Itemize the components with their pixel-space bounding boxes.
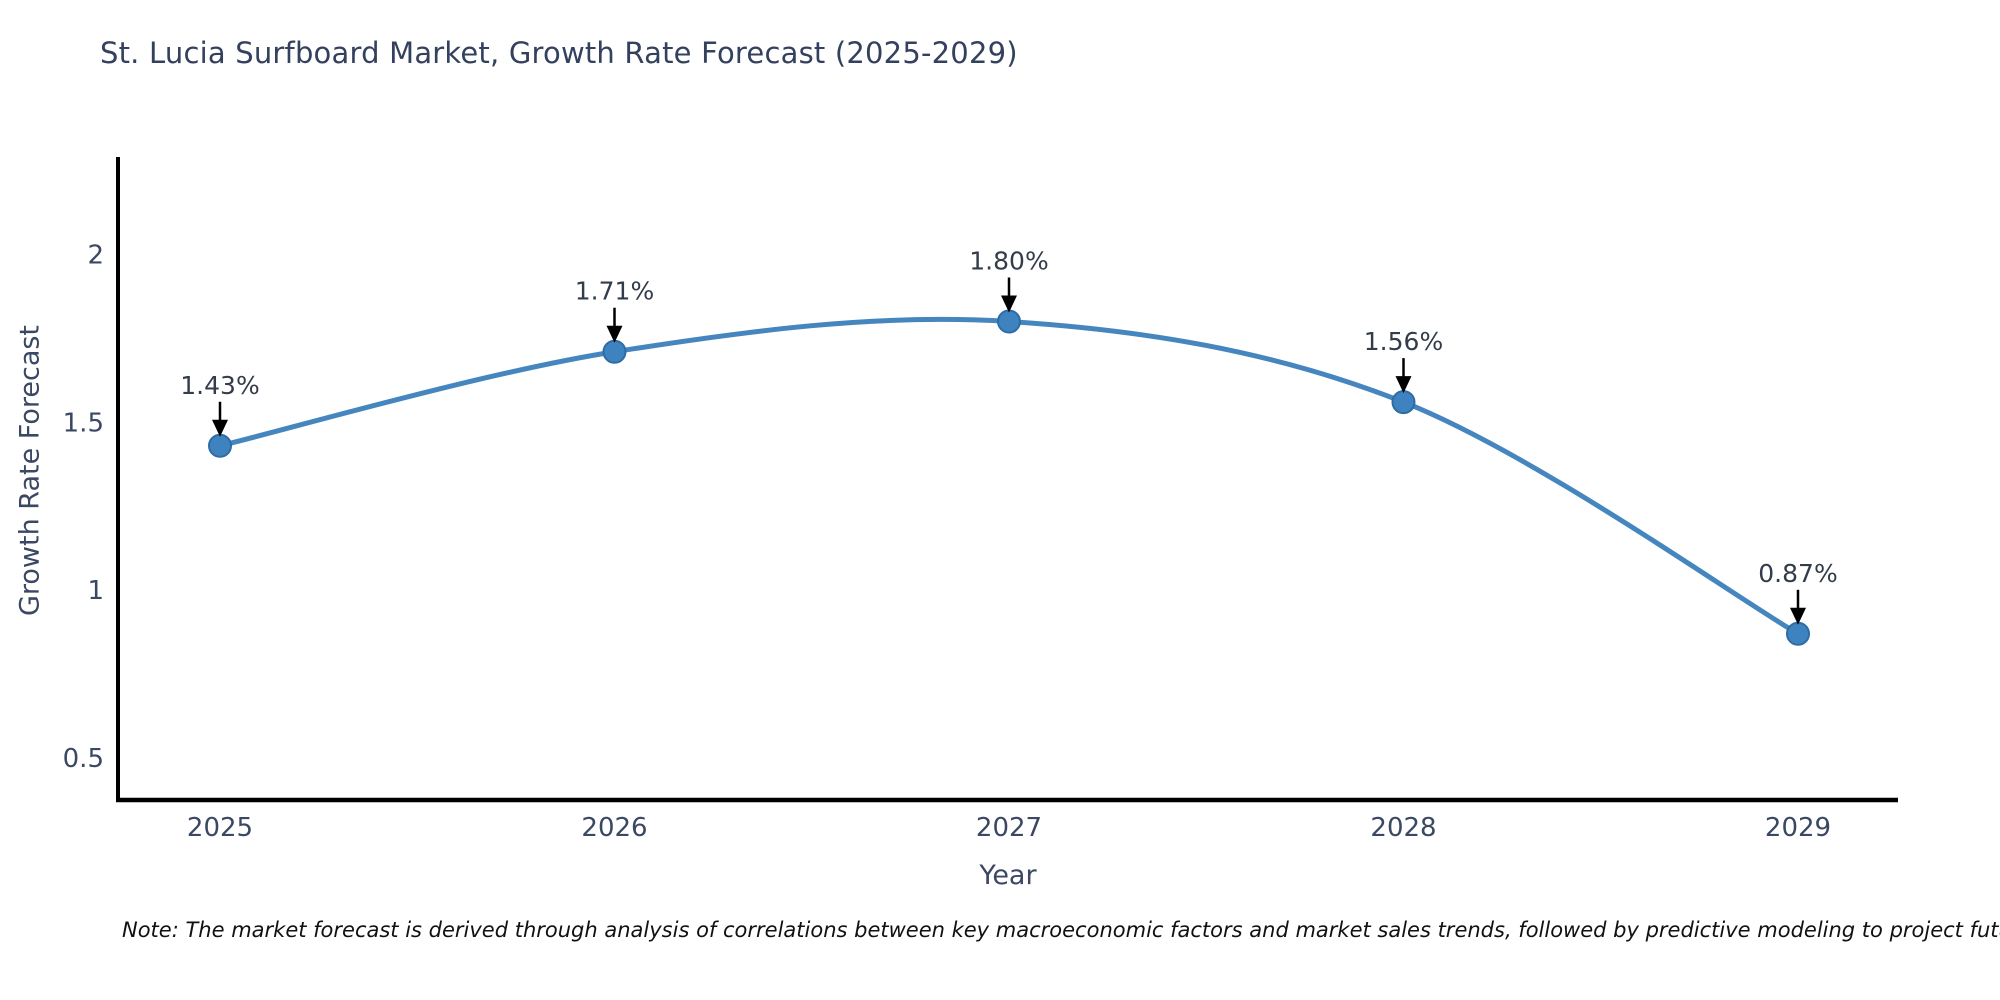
footnote: Note: The market forecast is derived thr… [122, 918, 2000, 942]
x-axis-title: Year [979, 860, 1037, 891]
annotation-arrow-head [1790, 607, 1806, 625]
x-tick-label: 2026 [581, 813, 647, 843]
data-point-label: 1.43% [180, 371, 259, 400]
chart-title: St. Lucia Surfboard Market, Growth Rate … [100, 36, 1018, 70]
y-tick-label: 2 [87, 240, 104, 270]
y-tick-label: 1.5 [63, 408, 104, 438]
annotation-arrow-head [606, 325, 623, 343]
data-point-marker [1786, 621, 1810, 646]
data-point-label: 1.80% [969, 247, 1048, 276]
annotation-arrow-head [1001, 295, 1017, 313]
x-tick-label: 2025 [187, 813, 253, 843]
x-tick-label: 2027 [976, 813, 1042, 843]
x-tick-label: 2028 [1370, 813, 1436, 843]
data-point-label: 0.87% [1758, 559, 1837, 588]
data-point-marker [208, 433, 232, 458]
data-point-marker [1391, 390, 1416, 415]
forecast-line [217, 316, 1801, 637]
data-point-label: 1.56% [1364, 327, 1443, 356]
x-tick-label: 2029 [1765, 813, 1831, 843]
y-tick-label: 1 [87, 576, 104, 606]
annotation-arrow-head [1395, 376, 1412, 394]
data-point-marker [997, 309, 1021, 334]
y-tick-label: 0.5 [63, 744, 104, 774]
annotation-arrow-head [212, 419, 228, 437]
data-point-label: 1.71% [575, 277, 654, 306]
data-point-marker [602, 339, 627, 364]
